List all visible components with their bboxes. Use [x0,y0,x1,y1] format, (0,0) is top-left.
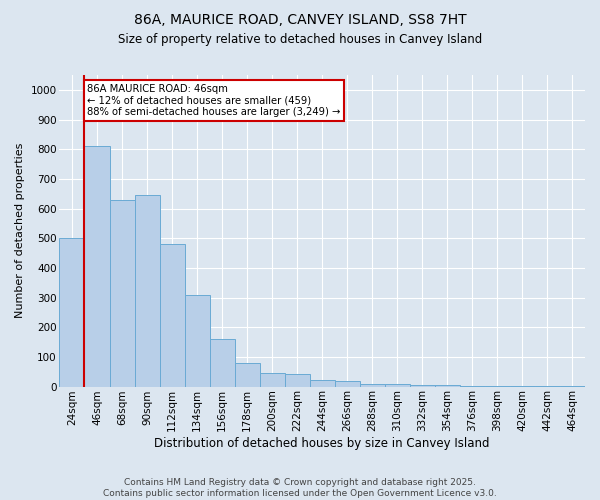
Bar [134,195,160,386]
Bar [160,244,185,386]
Bar [385,384,410,386]
Bar [335,380,360,386]
Bar [284,374,310,386]
Text: 86A MAURICE ROAD: 46sqm
← 12% of detached houses are smaller (459)
88% of semi-d: 86A MAURICE ROAD: 46sqm ← 12% of detache… [88,84,341,117]
Text: 86A, MAURICE ROAD, CANVEY ISLAND, SS8 7HT: 86A, MAURICE ROAD, CANVEY ISLAND, SS8 7H… [134,12,466,26]
Bar [360,384,385,386]
Text: Contains HM Land Registry data © Crown copyright and database right 2025.
Contai: Contains HM Land Registry data © Crown c… [103,478,497,498]
Bar [410,385,435,386]
X-axis label: Distribution of detached houses by size in Canvey Island: Distribution of detached houses by size … [154,437,490,450]
Bar [110,200,134,386]
Bar [59,238,85,386]
Bar [85,146,110,386]
Bar [260,372,284,386]
Bar [310,380,335,386]
Y-axis label: Number of detached properties: Number of detached properties [15,143,25,318]
Bar [235,364,260,386]
Bar [185,294,209,386]
Bar [209,339,235,386]
Text: Size of property relative to detached houses in Canvey Island: Size of property relative to detached ho… [118,32,482,46]
